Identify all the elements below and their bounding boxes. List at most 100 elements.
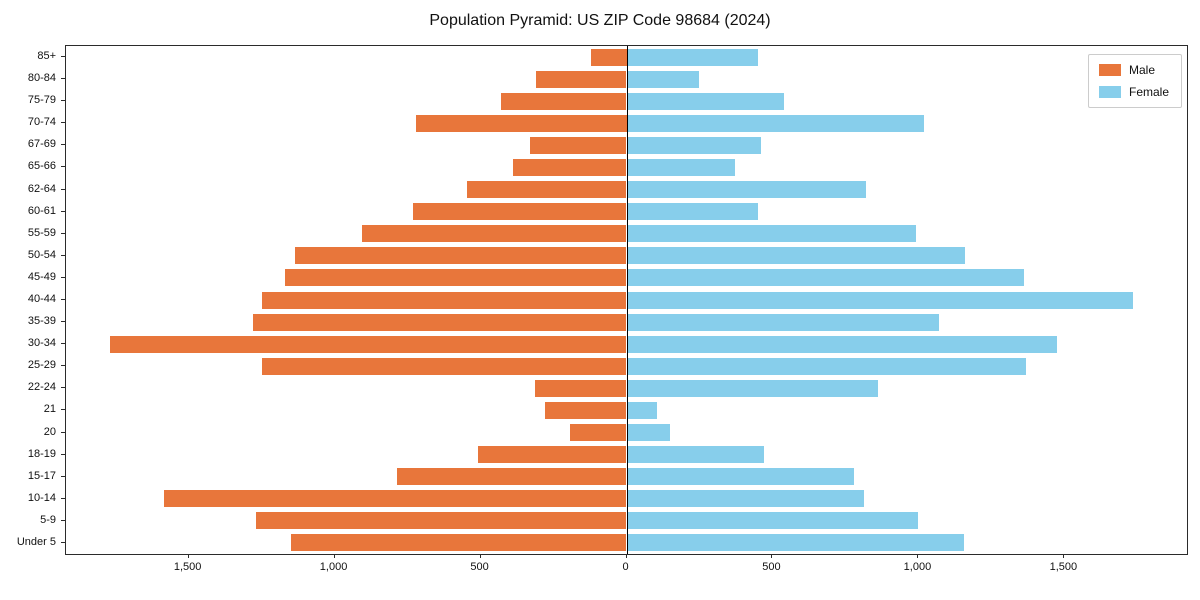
male-bar bbox=[362, 225, 627, 243]
y-tick-mark bbox=[61, 431, 65, 433]
female-bar bbox=[626, 114, 925, 132]
x-tick-label: 1,000 bbox=[319, 561, 348, 573]
y-tick-mark bbox=[61, 276, 65, 278]
female-bar bbox=[626, 401, 658, 419]
chart-title: Population Pyramid: US ZIP Code 98684 (2… bbox=[429, 12, 771, 29]
female-bar bbox=[626, 92, 785, 110]
female-bar bbox=[626, 291, 1133, 309]
y-tick-label: 15-17 bbox=[27, 469, 56, 482]
y-tick-mark bbox=[61, 166, 65, 168]
y-tick-label: 35-39 bbox=[27, 315, 56, 328]
male-bar bbox=[500, 92, 627, 110]
y-tick-mark bbox=[61, 409, 65, 411]
y-tick-label: 21 bbox=[43, 403, 56, 416]
female-bar bbox=[626, 446, 764, 464]
male-bar bbox=[255, 512, 627, 530]
y-tick-mark bbox=[61, 387, 65, 389]
female-bar bbox=[626, 181, 866, 199]
y-tick-mark bbox=[61, 321, 65, 323]
legend-label-female: Female bbox=[1128, 85, 1169, 99]
y-tick-label: 70-74 bbox=[27, 116, 56, 129]
y-tick-mark bbox=[61, 100, 65, 102]
male-bar bbox=[530, 136, 627, 154]
male-bar bbox=[569, 424, 627, 442]
male-bar bbox=[163, 490, 627, 508]
y-tick-mark bbox=[61, 210, 65, 212]
y-tick-mark bbox=[61, 497, 65, 499]
y-tick-label: 5-9 bbox=[40, 513, 56, 526]
male-bar bbox=[512, 158, 627, 176]
male-bar bbox=[544, 401, 627, 419]
legend: Male Female bbox=[1087, 54, 1182, 108]
x-tick-mark bbox=[917, 554, 919, 558]
male-bar bbox=[261, 291, 627, 309]
zero-line bbox=[626, 46, 628, 554]
x-tick-mark bbox=[479, 554, 481, 558]
male-bar bbox=[413, 203, 627, 221]
y-tick-label: 10-14 bbox=[27, 491, 56, 504]
y-tick-label: 80-84 bbox=[27, 72, 56, 85]
male-bar bbox=[416, 114, 627, 132]
male-bar bbox=[295, 247, 627, 265]
y-tick-label: 65-66 bbox=[27, 160, 56, 173]
female-bar bbox=[626, 490, 865, 508]
female-bar bbox=[626, 269, 1024, 287]
female-bar bbox=[626, 379, 878, 397]
y-tick-label: 62-64 bbox=[27, 182, 56, 195]
x-tick-mark bbox=[187, 554, 189, 558]
y-tick-mark bbox=[61, 541, 65, 543]
y-tick-label: 60-61 bbox=[27, 204, 56, 217]
y-tick-mark bbox=[61, 78, 65, 80]
y-tick-mark bbox=[61, 232, 65, 234]
x-tick-label: 1,000 bbox=[903, 561, 932, 573]
male-swatch bbox=[1098, 64, 1121, 76]
male-bar bbox=[536, 70, 627, 88]
male-bar bbox=[109, 335, 627, 353]
female-bar bbox=[626, 335, 1058, 353]
x-tick-label: 500 bbox=[762, 561, 781, 573]
female-bar bbox=[626, 512, 919, 530]
y-tick-label: 85+ bbox=[37, 50, 56, 63]
male-bar bbox=[477, 446, 627, 464]
female-bar bbox=[626, 424, 671, 442]
y-tick-mark bbox=[61, 56, 65, 58]
male-bar bbox=[534, 379, 627, 397]
female-bar bbox=[626, 70, 700, 88]
plot-area bbox=[65, 45, 1188, 555]
female-bar bbox=[626, 158, 735, 176]
y-tick-label: 45-49 bbox=[27, 270, 56, 283]
y-tick-mark bbox=[61, 188, 65, 190]
y-tick-mark bbox=[61, 122, 65, 124]
y-tick-label: 40-44 bbox=[27, 293, 56, 305]
y-tick-mark bbox=[61, 299, 65, 300]
x-tick-mark bbox=[333, 554, 335, 558]
male-bar bbox=[397, 468, 627, 486]
x-tick-mark bbox=[1063, 554, 1065, 558]
y-tick-mark bbox=[61, 519, 65, 521]
y-tick-label: 18-19 bbox=[27, 447, 56, 460]
x-tick-mark bbox=[771, 554, 773, 558]
y-tick-label: 20 bbox=[43, 425, 56, 438]
female-bar bbox=[626, 357, 1027, 375]
female-bar bbox=[626, 534, 964, 552]
legend-item-male: Male bbox=[1098, 63, 1169, 77]
female-bar bbox=[626, 247, 966, 265]
female-bar bbox=[626, 225, 916, 243]
male-bar bbox=[252, 313, 627, 331]
x-tick-label: 500 bbox=[470, 561, 489, 573]
female-bar bbox=[626, 313, 939, 331]
y-tick-mark bbox=[61, 254, 65, 256]
y-tick-label: 50-54 bbox=[27, 248, 56, 261]
y-tick-label: Under 5 bbox=[16, 535, 56, 548]
y-tick-label: 22-24 bbox=[27, 381, 56, 394]
female-bar bbox=[626, 203, 758, 221]
female-swatch bbox=[1098, 86, 1121, 98]
male-bar bbox=[467, 181, 627, 199]
y-tick-mark bbox=[61, 475, 65, 477]
y-tick-mark bbox=[61, 453, 65, 455]
x-tick-label: 1,500 bbox=[173, 561, 202, 573]
y-tick-label: 55-59 bbox=[27, 226, 56, 239]
female-bar bbox=[626, 468, 855, 486]
male-bar bbox=[261, 357, 627, 375]
